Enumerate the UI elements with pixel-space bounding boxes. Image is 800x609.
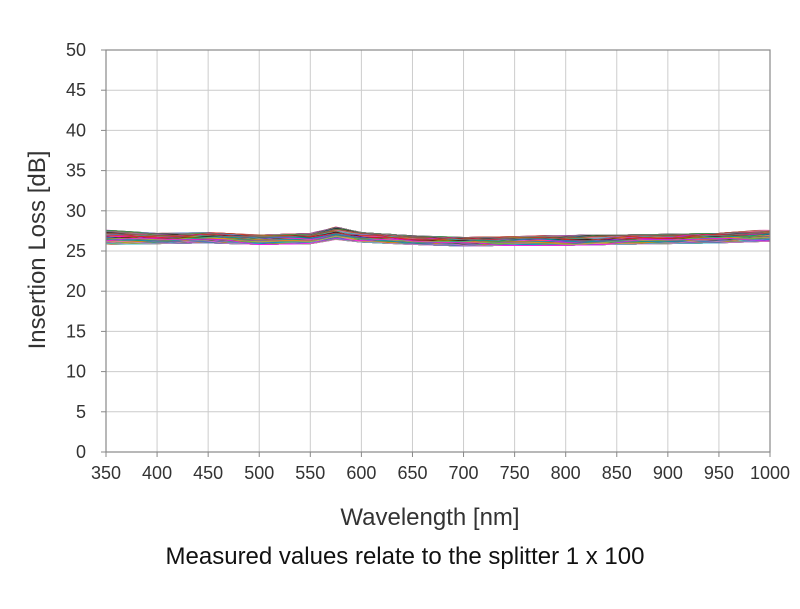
x-axis-ticks: 350 400 450 500 550 600 650 700 750 800 850 900 950 1… [91, 452, 790, 483]
series-line [105, 227, 770, 241]
x-tick-label: 800 [551, 463, 581, 483]
chart-caption: Measured values relate to the splitter 1… [166, 543, 645, 570]
y-tick-label: 30 [66, 201, 86, 221]
y-tick-label: 0 [76, 442, 86, 462]
x-tick-label: 400 [142, 463, 172, 483]
series-line [105, 236, 771, 245]
series-line [105, 232, 771, 241]
y-axis-ticks: 0 5 10 15 20 25 30 35 40 45 50 [66, 40, 106, 462]
y-tick-label: 5 [76, 402, 86, 422]
series-line [105, 239, 771, 247]
x-tick-label: 700 [449, 463, 479, 483]
y-tick-label: 50 [66, 40, 86, 60]
x-tick-label: 550 [295, 463, 325, 483]
x-tick-label: 1000 [750, 463, 790, 483]
grid-lines [105, 49, 771, 453]
x-tick-label: 650 [397, 463, 427, 483]
y-tick-label: 10 [66, 362, 86, 382]
y-tick-label: 45 [66, 80, 86, 100]
y-axis-title: Insertion Loss [dB] [24, 151, 51, 350]
x-tick-label: 900 [653, 463, 683, 483]
series-line [105, 228, 771, 242]
x-tick-label: 350 [91, 463, 121, 483]
x-tick-label: 750 [500, 463, 530, 483]
series-traces [105, 226, 771, 247]
x-tick-label: 500 [244, 463, 274, 483]
y-tick-label: 15 [66, 321, 86, 341]
series-line [105, 231, 771, 243]
x-axis-title: Wavelength [nm] [340, 504, 519, 531]
x-tick-label: 950 [704, 463, 734, 483]
y-tick-label: 20 [66, 281, 86, 301]
x-tick-label: 600 [346, 463, 376, 483]
y-tick-label: 35 [66, 161, 86, 181]
y-tick-label: 40 [66, 120, 86, 140]
series-line [105, 237, 770, 246]
x-tick-label: 450 [193, 463, 223, 483]
y-tick-label: 25 [66, 241, 86, 261]
x-tick-label: 850 [602, 463, 632, 483]
